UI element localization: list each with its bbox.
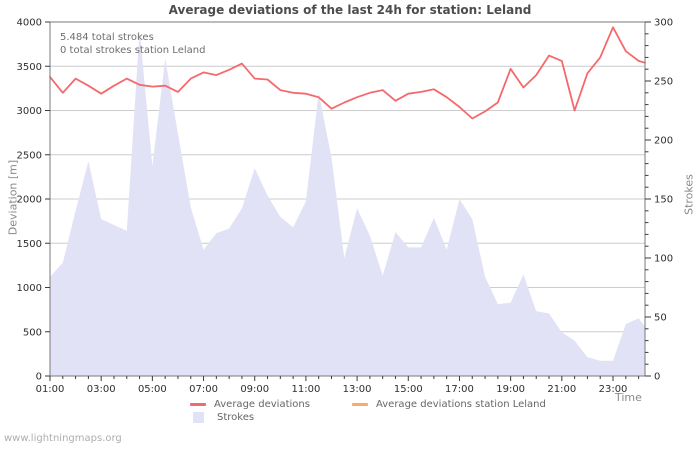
svg-text:50: 50 [654, 313, 667, 324]
svg-text:200: 200 [654, 136, 673, 147]
legend-item-average-deviations-station: Average deviations station Leland [352, 399, 546, 410]
svg-text:11:00: 11:00 [291, 384, 320, 395]
strokes-area-swatch-icon [193, 412, 204, 423]
chart-title: Average deviations of the last 24h for s… [168, 3, 532, 17]
svg-text:05:00: 05:00 [138, 384, 167, 395]
svg-text:1000: 1000 [17, 283, 42, 294]
legend-label: Average deviations station Leland [376, 399, 546, 410]
orange-line-swatch-icon [352, 403, 368, 406]
legend-item-average-deviations: Average deviations [190, 399, 310, 410]
y-axis-left-ticks: 0 500 1000 1500 2000 2500 3000 3500 4000 [17, 18, 50, 383]
svg-text:09:00: 09:00 [240, 384, 269, 395]
strokes-area-series [50, 30, 645, 377]
svg-text:21:00: 21:00 [547, 384, 576, 395]
svg-text:100: 100 [654, 254, 673, 265]
svg-text:01:00: 01:00 [36, 384, 65, 395]
svg-text:150: 150 [654, 195, 673, 206]
watermark: www.lightningmaps.org [4, 433, 122, 444]
svg-text:0: 0 [36, 372, 42, 383]
average-deviations-line-series [49, 26, 646, 120]
y-axis-right-ticks: 0 50 100 150 200 250 300 [645, 18, 673, 383]
svg-text:300: 300 [654, 18, 673, 29]
svg-text:0: 0 [654, 372, 660, 383]
svg-text:4000: 4000 [17, 18, 42, 29]
svg-text:23:00: 23:00 [599, 384, 628, 395]
svg-text:3500: 3500 [17, 62, 42, 73]
svg-text:15:00: 15:00 [394, 384, 423, 395]
svg-text:250: 250 [654, 77, 673, 88]
legend-item-strokes: Strokes [193, 412, 254, 423]
legend-label: Strokes [217, 412, 255, 423]
legend-label: Average deviations [214, 399, 310, 410]
svg-text:19:00: 19:00 [496, 384, 525, 395]
annotation-total-strokes: 5.484 total strokes [60, 32, 154, 43]
svg-text:03:00: 03:00 [87, 384, 116, 395]
svg-text:2000: 2000 [17, 195, 42, 206]
svg-text:07:00: 07:00 [189, 384, 218, 395]
svg-text:17:00: 17:00 [445, 384, 474, 395]
svg-text:3000: 3000 [17, 106, 42, 117]
x-axis-ticks: 01:00 03:00 05:00 07:00 09:00 11:00 13:00 15:00… [36, 376, 640, 395]
svg-text:500: 500 [23, 327, 42, 338]
svg-text:1500: 1500 [17, 239, 42, 250]
x-axis-label: Time [615, 391, 642, 404]
y-axis-label-right: Strokes [682, 174, 696, 215]
annotation-station-strokes: 0 total strokes station Leland [60, 45, 206, 56]
red-line-swatch-icon [190, 403, 206, 406]
y-axis-label-left: Deviation [m] [6, 159, 20, 236]
svg-text:13:00: 13:00 [343, 384, 372, 395]
svg-text:2500: 2500 [17, 150, 42, 161]
